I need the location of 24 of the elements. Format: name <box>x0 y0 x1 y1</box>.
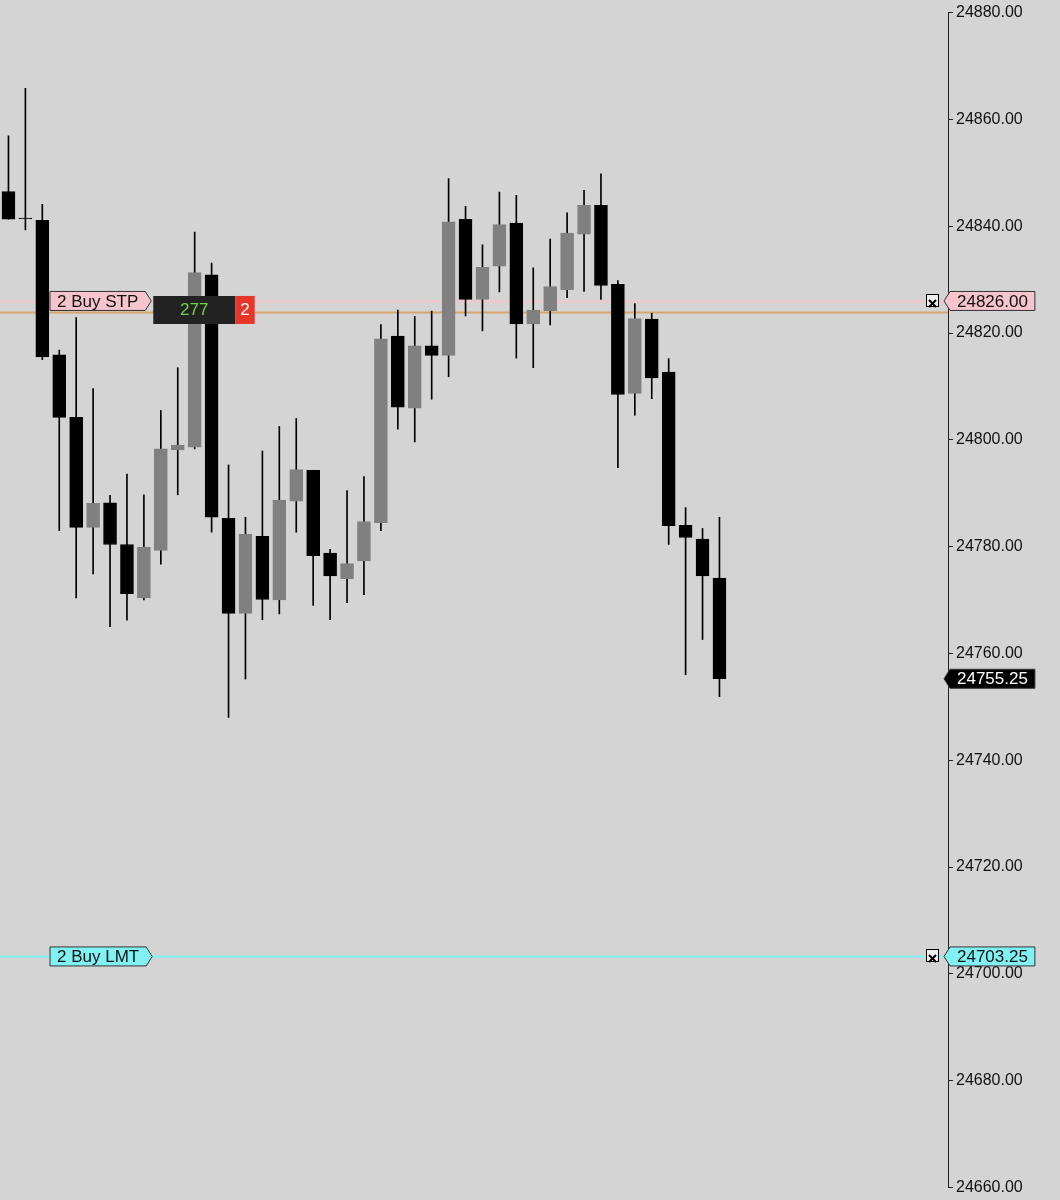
y-tick-label: 24740.00 <box>956 750 1023 768</box>
y-tick-label: 24780.00 <box>956 537 1023 555</box>
y-tick-label: 24820.00 <box>956 323 1023 341</box>
y-tick-label: 24840.00 <box>956 216 1023 234</box>
annotation: 277 <box>180 299 209 319</box>
candlestick <box>340 490 354 603</box>
text: 24755.25 <box>957 669 1028 689</box>
candlestick <box>170 367 185 496</box>
candlestick <box>424 310 439 400</box>
candlestick <box>86 388 100 575</box>
text: 24826.00 <box>957 291 1028 311</box>
text: 24703.25 <box>957 947 1028 967</box>
y-tick-label: 24660.00 <box>956 1177 1023 1195</box>
y-tick-label: 24860.00 <box>956 109 1023 127</box>
ref-line-label: 2 Buy STP <box>57 291 139 311</box>
y-tick-label: 24880.00 <box>956 3 1023 21</box>
y-tick-label: 24760.00 <box>956 643 1023 661</box>
candlestick <box>526 267 541 369</box>
y-tick-label: 24700.00 <box>956 964 1023 982</box>
y-tick-label: 24800.00 <box>956 430 1023 448</box>
ref-line-label: 2 Buy LMT <box>57 947 140 967</box>
y-tick-label: 24680.00 <box>956 1071 1023 1089</box>
annotation: 2 <box>240 299 250 319</box>
y-tick-label: 24720.00 <box>956 857 1023 875</box>
